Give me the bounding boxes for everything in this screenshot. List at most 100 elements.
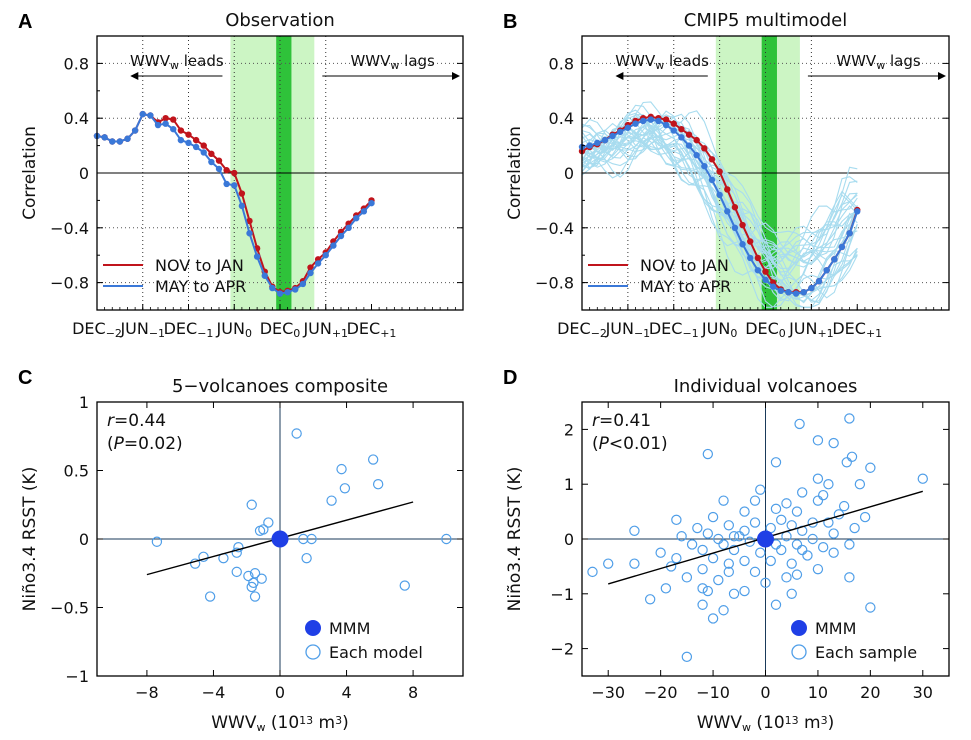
- scatter-point: [671, 514, 682, 526]
- series-point-may_apr: [769, 283, 777, 290]
- scatter-point: [697, 583, 708, 594]
- scatter-point: [776, 544, 787, 556]
- scatter-point: [739, 585, 750, 597]
- model-member-line: [581, 101, 858, 299]
- scatter-point: [367, 454, 379, 465]
- series-point-nov_jan: [762, 268, 769, 275]
- scatter-point: [723, 566, 735, 578]
- series-point-may_apr: [609, 132, 616, 140]
- series-point-may_apr: [823, 267, 830, 274]
- scatter-point: [718, 605, 729, 616]
- xtick-label: DEC−1: [649, 319, 699, 340]
- xtick-label: JUN0: [701, 319, 737, 340]
- series-point-may_apr: [586, 142, 593, 149]
- scatter-point: [844, 413, 855, 424]
- legend-label: MAY to APR: [640, 277, 731, 296]
- scatter-point: [865, 602, 876, 613]
- xtick-label: −8: [135, 683, 159, 702]
- scatter-point: [231, 547, 242, 558]
- series-point-may_apr: [360, 208, 368, 215]
- series-point-may_apr: [284, 288, 291, 296]
- y-axis-label: Niño3.4 RSST (K): [20, 467, 40, 612]
- scatter-point: [291, 428, 302, 439]
- legend-label: Each model: [329, 643, 423, 662]
- scatter-point: [697, 544, 708, 556]
- xtick-label: 4: [341, 683, 351, 702]
- scatter-point: [755, 484, 766, 495]
- scatter-point: [765, 555, 776, 567]
- series-point-nov_jan: [662, 116, 670, 123]
- x-axis-label: WWVw (1013 m3): [697, 713, 835, 734]
- series-point-nov_jan: [246, 217, 253, 225]
- chart-title: Observation: [225, 10, 335, 31]
- series-point-nov_jan: [170, 116, 177, 123]
- xtick-label: DEC0: [745, 319, 786, 340]
- scatter-point: [603, 558, 614, 569]
- scatter-point: [828, 547, 839, 558]
- scatter-point: [917, 473, 928, 484]
- scatter-point: [660, 583, 672, 594]
- series-point-may_apr: [731, 224, 739, 231]
- scatter-point: [233, 542, 244, 553]
- series-point-nov_jan: [307, 264, 314, 271]
- scatter-point: [246, 581, 257, 593]
- series-point-may_apr: [185, 139, 192, 147]
- series-point-nov_jan: [208, 150, 215, 158]
- xtick-label: −10: [696, 683, 730, 702]
- scatter-point: [718, 539, 729, 550]
- scatter-point: [786, 558, 797, 569]
- scatter-point: [838, 500, 850, 512]
- scatter-point: [797, 487, 808, 498]
- scatter-point: [681, 572, 693, 583]
- xtick-label: −20: [644, 683, 678, 702]
- scatter-point: [263, 517, 274, 528]
- scatter-point: [812, 473, 824, 484]
- scatter-point: [817, 542, 829, 553]
- scatter-point: [198, 551, 209, 563]
- series-point-may_apr: [716, 191, 723, 199]
- scatter-point: [702, 585, 714, 597]
- ytick-label: 0: [564, 530, 574, 549]
- y-axis-label: Correlation: [20, 126, 40, 220]
- xtick-label: DEC−2: [557, 319, 607, 340]
- scatter-point: [723, 520, 735, 531]
- xtick-label: DEC+1: [347, 319, 397, 340]
- series-point-may_apr: [238, 202, 246, 210]
- series-point-may_apr: [708, 176, 716, 184]
- series-point-may_apr: [124, 135, 131, 142]
- scatter-point: [794, 418, 805, 430]
- scatter-point: [723, 558, 735, 569]
- series-point-may_apr: [701, 162, 708, 170]
- scatter-point: [713, 574, 724, 586]
- chart-title: 5−volcanoes composite: [172, 376, 388, 397]
- series-point-may_apr: [678, 134, 685, 141]
- ytick-label: −1: [550, 585, 574, 604]
- xtick-label: DEC+1: [832, 319, 882, 340]
- scatter-point: [243, 570, 254, 582]
- scatter-point: [686, 539, 698, 550]
- series-point-may_apr: [292, 286, 299, 293]
- scatter-point: [807, 533, 818, 545]
- scatter-point: [755, 547, 766, 558]
- scatter-point: [441, 533, 452, 545]
- scatter-point: [849, 522, 860, 534]
- scatter-point: [697, 563, 708, 575]
- ytick-label: 0.4: [549, 109, 574, 128]
- panel-label: C: [18, 367, 32, 389]
- series-point-may_apr: [154, 121, 162, 129]
- mmm-point: [271, 530, 289, 548]
- scatter-point: [306, 533, 317, 545]
- scatter-point: [828, 528, 839, 539]
- scatter-point: [865, 462, 876, 473]
- chart-title: CMIP5 multimodel: [684, 10, 848, 31]
- legend-swatch-mmm: [791, 620, 807, 636]
- xtick-label: JUN+1: [788, 319, 834, 340]
- scatter-point: [249, 568, 261, 579]
- xtick-label: JUN−1: [119, 319, 165, 340]
- ytick-label: 1: [79, 393, 89, 412]
- scatter-point: [707, 511, 719, 523]
- ytick-label: −0.8: [535, 274, 574, 293]
- xtick-label: 30: [913, 683, 933, 702]
- scatter-point: [776, 514, 787, 526]
